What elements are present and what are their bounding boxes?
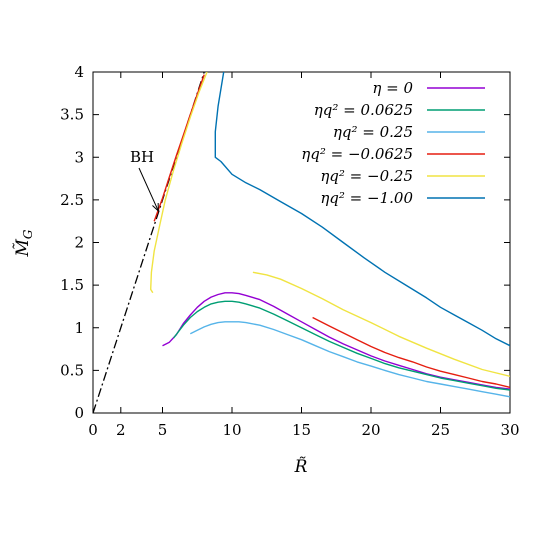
y-tick-label: 3 [74,148,84,166]
x-tick-label: 30 [500,421,519,439]
series-line [162,292,510,390]
x-tick-label: 10 [222,421,241,439]
x-tick-label: 2 [116,421,126,439]
y-tick-label: 3.5 [60,106,84,124]
x-tick-label: 20 [361,421,380,439]
x-tick-label: 0 [88,421,98,439]
axis-labels: R̃ M̃G [13,229,308,477]
series-line [173,300,510,391]
series-line [150,72,208,294]
legend-label: ηq² = 0.0625 [314,101,413,119]
series-2 [173,300,510,391]
y-tick-label: 1.5 [60,276,84,294]
bh-annotation-arrowhead [152,202,159,213]
x-tick-label: 15 [292,421,311,439]
x-tick-label: 25 [431,421,450,439]
legend-label: ηq² = −0.0625 [301,145,413,163]
y-tick-label: 4 [74,63,84,81]
y-tick-label: 0 [74,404,84,422]
legend-label: ηq² = −0.25 [320,167,413,185]
y-tick-label: 1 [74,319,84,337]
series-5 [150,72,510,377]
y-axis-label: M̃G [13,229,35,257]
series-line [153,74,205,222]
annotation-layer: BH [130,148,159,213]
series-line [252,271,510,377]
y-tick-label: 0.5 [60,361,84,379]
legend-label: ηq² = 0.25 [333,123,413,141]
series-line [214,72,510,347]
x-axis-label: R̃ [294,457,308,477]
series-6 [214,72,510,347]
legend: η = 0 ηq² = 0.0625 ηq² = 0.25 ηq² = −0.0625… [301,79,485,207]
legend-label: ηq² = −1.00 [320,189,413,207]
bh-annotation-arrow [138,167,159,212]
x-tick-label: 5 [158,421,168,439]
series-3 [189,321,510,398]
y-tick-label: 2.5 [60,191,84,209]
y-axis-label-subscript: G [21,229,35,239]
legend-label: η = 0 [372,79,413,97]
series-line [312,316,510,389]
series-layer [93,72,510,413]
bh-annotation: BH [130,148,154,166]
y-axis-label-main: M̃ [13,239,33,258]
series-4 [153,74,510,389]
series-1 [162,292,510,390]
y-tick-label: 2 [74,234,84,252]
series-line [189,321,510,398]
